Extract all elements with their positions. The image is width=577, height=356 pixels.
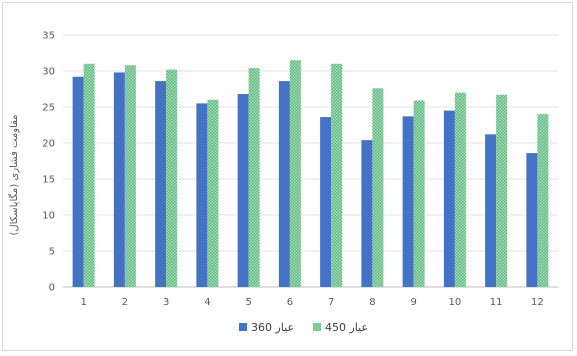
legend: عیار 360 عیار 450	[239, 321, 368, 334]
y-tick-label: 20	[42, 139, 55, 150]
bar-series-360	[485, 134, 497, 287]
bar-series-450	[248, 68, 260, 288]
bar-series-450	[331, 63, 343, 287]
x-tick-label: 7	[328, 297, 334, 308]
x-tick-label: 1	[80, 297, 86, 308]
bar-series-360	[278, 81, 290, 287]
bar-series-360	[196, 103, 208, 288]
bar-series-360	[361, 140, 373, 287]
bar-series-450	[496, 94, 508, 287]
y-tick-label: 35	[42, 31, 55, 42]
y-tick-label: 30	[42, 67, 55, 78]
x-tick-label: 3	[163, 297, 169, 308]
y-tick-label: 25	[42, 103, 55, 114]
bar-series-360	[320, 117, 332, 287]
chart-frame: 0 5 10 15 20 25 30 35 1 2 3 4 5 6 7 8 9 10 11 12 مقاومت فشا…	[2, 2, 573, 351]
x-tick-label: 11	[490, 297, 503, 308]
x-tick-label: 2	[122, 297, 128, 308]
x-tick-label: 12	[531, 297, 544, 308]
bar-series-450	[207, 99, 219, 287]
bar-series-360	[526, 153, 538, 287]
bar-series-450	[537, 114, 549, 287]
bar-series-450	[124, 65, 136, 287]
bar-series-450	[372, 88, 384, 287]
legend-label: عیار 360	[251, 321, 294, 334]
x-tick-label: 9	[410, 297, 416, 308]
bar-series-360	[443, 110, 455, 287]
legend-swatch	[313, 323, 321, 331]
x-tick-label: 5	[245, 297, 251, 308]
y-tick-label: 0	[49, 283, 55, 294]
bar-series-360	[237, 94, 249, 287]
bar-series-450	[289, 60, 301, 288]
bar-series-450	[454, 92, 466, 287]
y-tick-label: 5	[49, 247, 55, 258]
bar-series-450	[413, 100, 425, 288]
y-tick-label: 10	[42, 211, 55, 222]
bar-series-360	[402, 116, 414, 287]
legend-swatch	[239, 323, 247, 331]
x-tick-label: 8	[369, 297, 375, 308]
bar-series-360	[113, 72, 125, 287]
gridlines	[63, 34, 558, 252]
y-tick-label: 15	[42, 175, 55, 186]
bar-series-450	[83, 63, 95, 287]
x-tick-label: 6	[287, 297, 293, 308]
bar-series-450	[166, 69, 178, 287]
legend-label: عیار 450	[325, 321, 368, 334]
x-tick-label: 10	[449, 297, 462, 308]
x-tick-label: 4	[204, 297, 210, 308]
y-axis-label: مقاومت فشاری (مگاپاسکال)	[8, 114, 20, 235]
bar-series-360	[72, 76, 84, 287]
bar-series-360	[155, 81, 167, 287]
bars	[72, 60, 549, 288]
